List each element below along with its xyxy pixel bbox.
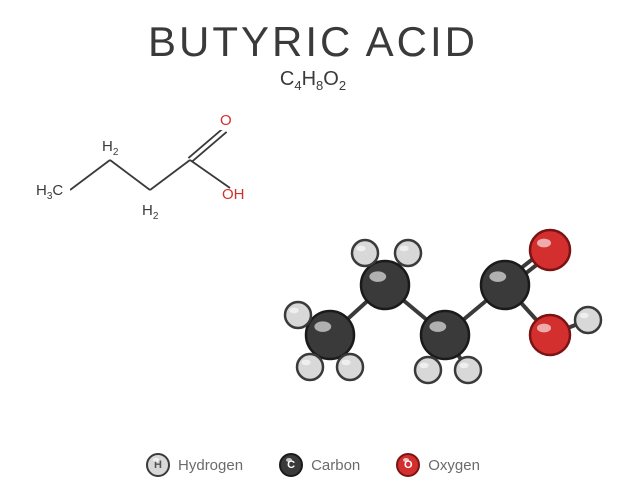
model-atom-oxygen <box>530 315 570 355</box>
skeletal-svg <box>70 130 270 230</box>
skeletal-atom-label: O <box>220 112 232 129</box>
legend-ball-hydrogen: H <box>146 453 170 477</box>
model-atom-hydrogen <box>285 302 311 328</box>
model-atom-hydrogen <box>297 354 323 380</box>
legend-item-carbon: C Carbon <box>279 453 360 477</box>
molecular-formula: C4H8O2 <box>0 68 626 93</box>
skeletal-atom-label: H2 <box>142 202 158 222</box>
skeletal-bond <box>70 160 110 190</box>
skeletal-atom-label: H2 <box>102 138 118 158</box>
model-svg <box>270 205 610 425</box>
legend-label: Hydrogen <box>178 457 243 474</box>
skeletal-bond <box>110 160 150 190</box>
title: BUTYRIC ACID <box>0 0 626 66</box>
model-atom-hydrogen <box>337 354 363 380</box>
legend-item-oxygen: O Oxygen <box>396 453 480 477</box>
model-atom-carbon <box>421 311 469 359</box>
legend-item-hydrogen: H Hydrogen <box>146 453 243 477</box>
skeletal-bond <box>192 132 227 162</box>
legend-label: Carbon <box>311 457 360 474</box>
model-atom-hydrogen <box>415 357 441 383</box>
model-atom-hydrogen <box>352 240 378 266</box>
model-atom-carbon <box>361 261 409 309</box>
model-atom-hydrogen <box>455 357 481 383</box>
legend-ball-oxygen: O <box>396 453 420 477</box>
formula-c-n: 4 <box>294 78 301 93</box>
formula-o-n: 2 <box>339 78 346 93</box>
legend-label: Oxygen <box>428 457 480 474</box>
skeletal-bond <box>188 130 223 158</box>
skeletal-bond <box>190 160 230 188</box>
model-atom-carbon <box>481 261 529 309</box>
model-atom-hydrogen <box>575 307 601 333</box>
legend-ball-carbon: C <box>279 453 303 477</box>
skeletal-atom-label: H3C <box>36 182 63 202</box>
model-atom-oxygen <box>530 230 570 270</box>
model-atom-hydrogen <box>395 240 421 266</box>
formula-h: H <box>302 68 316 90</box>
skeletal-atom-label: OH <box>222 186 245 203</box>
legend: H Hydrogen C Carbon O Oxygen <box>0 453 626 477</box>
skeletal-bond <box>150 160 190 190</box>
formula-o: O <box>323 68 339 90</box>
skeletal-formula: H3CH2H2OOH <box>70 130 270 235</box>
model-atom-carbon <box>306 311 354 359</box>
formula-c: C <box>280 68 294 90</box>
ball-stick-model <box>270 205 610 430</box>
